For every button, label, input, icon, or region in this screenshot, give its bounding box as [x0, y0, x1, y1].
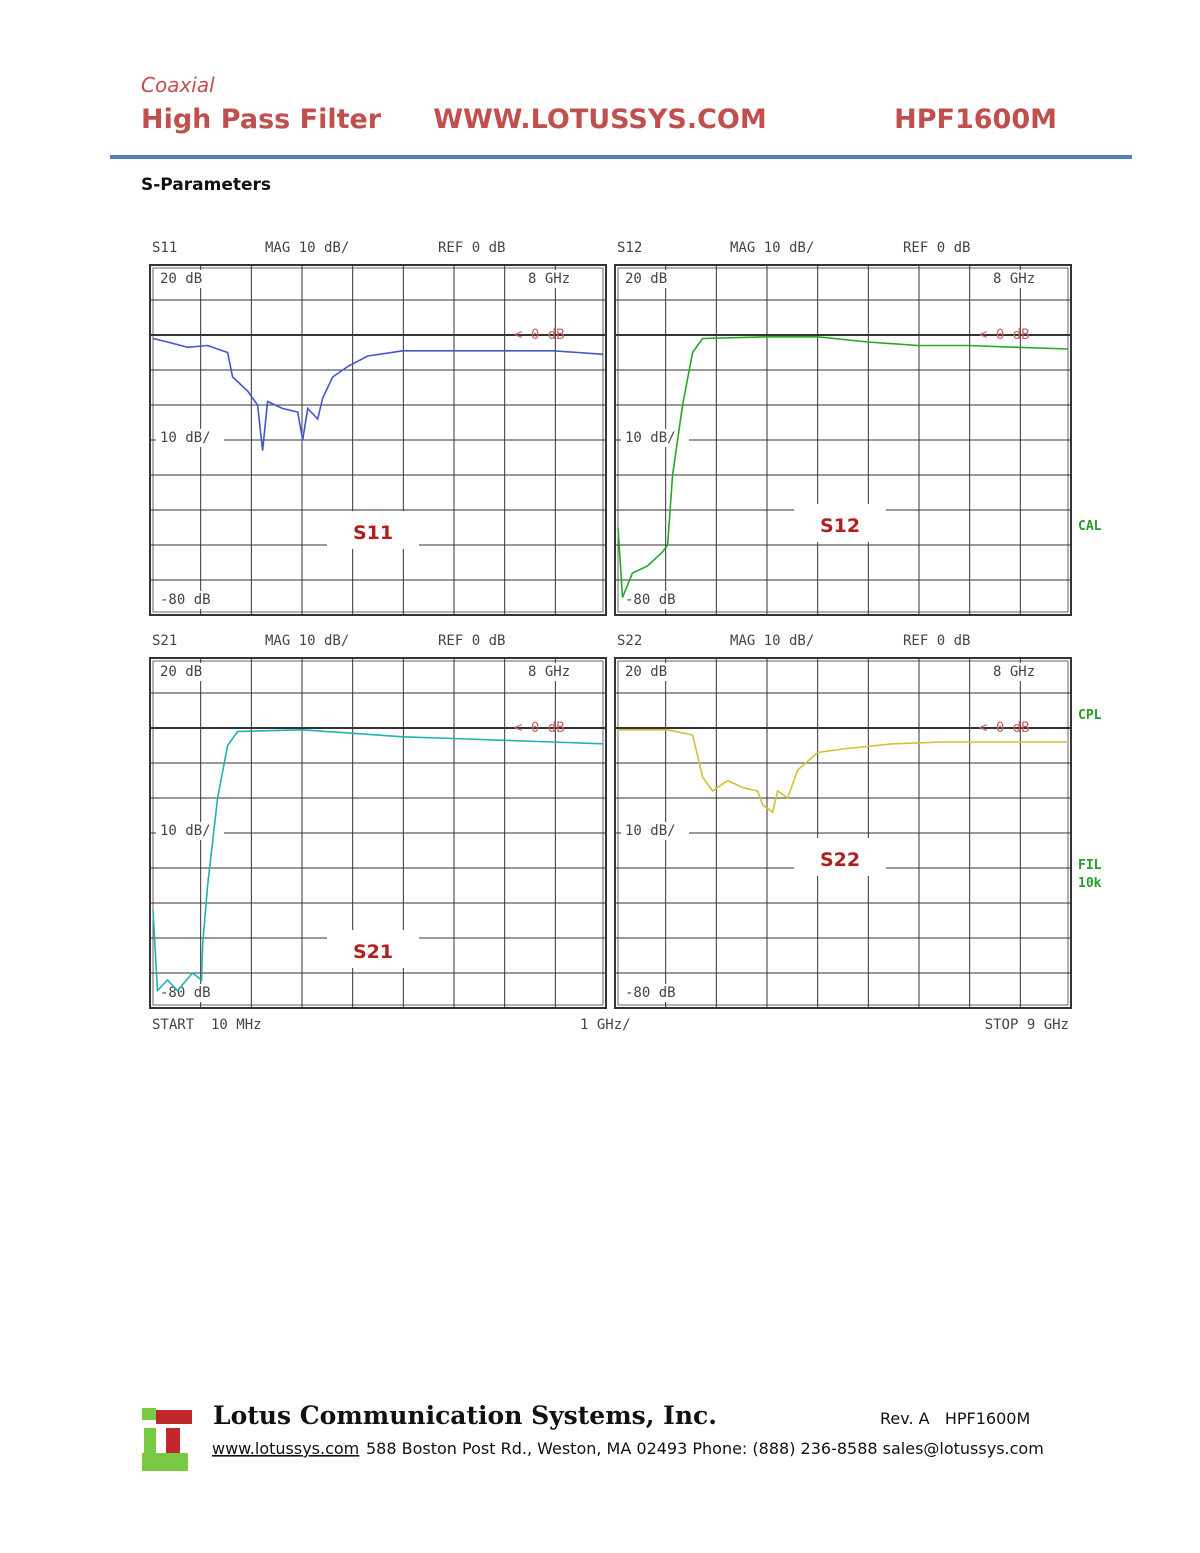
param: S11 [152, 240, 177, 256]
header-rule [110, 155, 1132, 159]
side-label: FIL [1078, 858, 1102, 873]
param: S22 [617, 633, 642, 649]
trace [617, 336, 1069, 598]
ref: REF 0 dB [903, 240, 970, 256]
div-label: 10 dB/ [160, 430, 211, 446]
ref: REF 0 dB [438, 240, 505, 256]
trace-label: S12 [820, 515, 860, 537]
label-bg [621, 663, 673, 681]
revision: Rev. A HPF1600M [880, 1409, 1030, 1428]
trace-label: S21 [353, 941, 393, 963]
marker: 8 GHz [993, 271, 1035, 287]
label-bg [987, 270, 1059, 288]
bottom-label: -80 dB [625, 985, 676, 1001]
marker: 8 GHz [993, 664, 1035, 680]
bottom-label: -80 dB [160, 592, 211, 608]
logo [142, 1408, 192, 1471]
trace-label-bg [327, 511, 419, 549]
company: Lotus Communication Systems, Inc. [213, 1401, 717, 1430]
section-title: S-Parameters [141, 175, 271, 195]
scale: MAG 10 dB/ [265, 240, 349, 256]
div-label: 10 dB/ [625, 823, 676, 839]
label-bg [621, 591, 689, 609]
div-label: 10 dB/ [160, 823, 211, 839]
ref-marker: < 0 dB [514, 720, 565, 736]
top-label: 20 dB [625, 664, 667, 680]
bottom-label: -80 dB [625, 592, 676, 608]
scale: MAG 10 dB/ [730, 633, 814, 649]
ref-marker: < 0 dB [979, 720, 1030, 736]
label-bg [621, 984, 689, 1002]
bottom-label: -80 dB [160, 985, 211, 1001]
trace-label-bg [327, 930, 419, 968]
website: WWW.LOTUSSYS.COM [433, 104, 767, 135]
label-bg [522, 663, 594, 681]
trace-label: S22 [820, 849, 860, 871]
trace-label-bg [794, 838, 886, 876]
x-span: 1 GHz/ [580, 1017, 631, 1033]
ref-marker: < 0 dB [979, 327, 1030, 343]
label-bg [156, 984, 224, 1002]
label-bg [987, 663, 1059, 681]
label-bg [621, 822, 689, 840]
side-label: CAL [1078, 519, 1102, 534]
top-label: 20 dB [160, 664, 202, 680]
label-bg [156, 270, 208, 288]
label-bg [522, 270, 594, 288]
label-bg [156, 663, 208, 681]
link[interactable]: www.lotussys.com [212, 1439, 359, 1458]
trace [152, 337, 604, 451]
param: S21 [152, 633, 177, 649]
title: High Pass Filter [141, 104, 382, 135]
marker: 8 GHz [528, 664, 570, 680]
model: HPF1600M [894, 104, 1057, 135]
side-label: CPL [1078, 708, 1102, 723]
label-bg [156, 591, 224, 609]
trace-label: S11 [353, 522, 393, 544]
ref: REF 0 dB [903, 633, 970, 649]
trace-label-bg [794, 504, 886, 542]
trace [152, 728, 604, 993]
top-label: 20 dB [625, 271, 667, 287]
label-bg [621, 429, 689, 447]
div-label: 10 dB/ [625, 430, 676, 446]
side-label: 10k [1078, 876, 1102, 891]
label-bg [156, 429, 224, 447]
label-bg [156, 822, 224, 840]
top-label: 20 dB [160, 271, 202, 287]
marker: 8 GHz [528, 271, 570, 287]
trace [618, 729, 1068, 814]
ref-marker: < 0 dB [514, 327, 565, 343]
scale: MAG 10 dB/ [730, 240, 814, 256]
scale: MAG 10 dB/ [265, 633, 349, 649]
category: Coaxial [141, 73, 215, 97]
label-bg [621, 270, 673, 288]
x-start: START 10 MHz [152, 1017, 262, 1033]
x-stop: STOP 9 GHz [985, 1017, 1069, 1033]
address: 588 Boston Post Rd., Weston, MA 02493 Ph… [366, 1439, 1044, 1458]
param: S12 [617, 240, 642, 256]
ref: REF 0 dB [438, 633, 505, 649]
